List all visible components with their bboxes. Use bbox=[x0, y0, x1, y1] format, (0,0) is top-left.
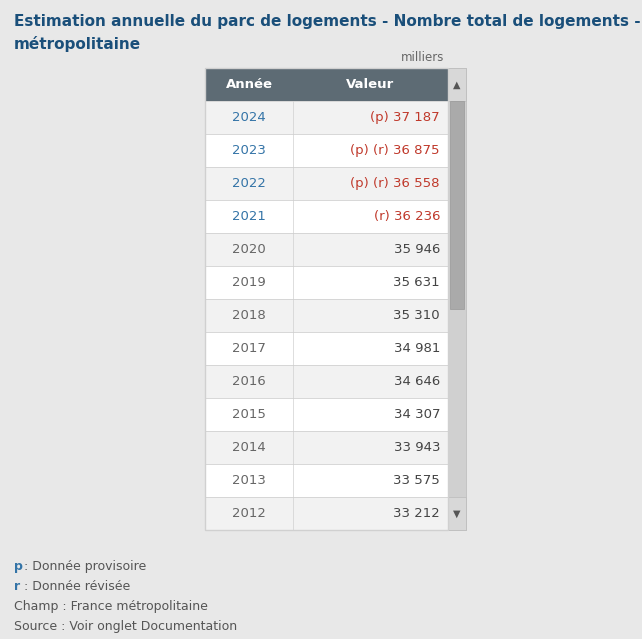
Text: Année: Année bbox=[225, 78, 272, 91]
Bar bbox=[205, 167, 448, 200]
Text: 2017: 2017 bbox=[232, 342, 266, 355]
Text: 34 981: 34 981 bbox=[394, 342, 440, 355]
Text: (p) (r) 36 875: (p) (r) 36 875 bbox=[351, 144, 440, 157]
Text: 35 631: 35 631 bbox=[394, 276, 440, 289]
Text: 2016: 2016 bbox=[232, 375, 266, 388]
Bar bbox=[205, 200, 448, 233]
Text: 35 946: 35 946 bbox=[394, 243, 440, 256]
Text: 2022: 2022 bbox=[232, 177, 266, 190]
Text: p: p bbox=[14, 560, 23, 573]
Text: 2024: 2024 bbox=[232, 111, 266, 124]
Text: 35 310: 35 310 bbox=[394, 309, 440, 322]
Bar bbox=[205, 233, 448, 266]
Text: 34 646: 34 646 bbox=[394, 375, 440, 388]
Bar bbox=[448, 68, 466, 101]
Text: (p) (r) 36 558: (p) (r) 36 558 bbox=[351, 177, 440, 190]
Bar bbox=[450, 101, 464, 309]
Text: ▲: ▲ bbox=[453, 79, 461, 89]
Text: 2019: 2019 bbox=[232, 276, 266, 289]
Text: : Donnée révisée: : Donnée révisée bbox=[24, 580, 130, 593]
Bar bbox=[205, 299, 448, 332]
Text: 34 307: 34 307 bbox=[394, 408, 440, 421]
Text: (r) 36 236: (r) 36 236 bbox=[374, 210, 440, 223]
Text: métropolitaine: métropolitaine bbox=[14, 36, 141, 52]
Text: 2020: 2020 bbox=[232, 243, 266, 256]
Text: 2021: 2021 bbox=[232, 210, 266, 223]
Bar bbox=[205, 365, 448, 398]
Bar bbox=[448, 68, 466, 530]
Text: 2015: 2015 bbox=[232, 408, 266, 421]
Bar bbox=[205, 68, 448, 530]
Text: Estimation annuelle du parc de logements - Nombre total de logements - France: Estimation annuelle du parc de logements… bbox=[14, 14, 642, 29]
Text: 2014: 2014 bbox=[232, 441, 266, 454]
Text: 33 575: 33 575 bbox=[394, 474, 440, 487]
Text: 2023: 2023 bbox=[232, 144, 266, 157]
Bar bbox=[205, 398, 448, 431]
Bar bbox=[205, 101, 448, 134]
Text: 2012: 2012 bbox=[232, 507, 266, 520]
Text: Valeur: Valeur bbox=[347, 78, 395, 91]
Bar bbox=[205, 68, 448, 101]
Bar bbox=[205, 431, 448, 464]
Text: Source : Voir onglet Documentation: Source : Voir onglet Documentation bbox=[14, 620, 237, 633]
Bar bbox=[205, 464, 448, 497]
Text: r: r bbox=[14, 580, 20, 593]
Text: 33 943: 33 943 bbox=[394, 441, 440, 454]
Text: (p) 37 187: (p) 37 187 bbox=[370, 111, 440, 124]
Bar bbox=[205, 332, 448, 365]
Text: milliers: milliers bbox=[401, 51, 444, 64]
Text: 2018: 2018 bbox=[232, 309, 266, 322]
Bar bbox=[205, 497, 448, 530]
Bar bbox=[448, 497, 466, 530]
Text: : Donnée provisoire: : Donnée provisoire bbox=[24, 560, 146, 573]
Text: Champ : France métropolitaine: Champ : France métropolitaine bbox=[14, 600, 208, 613]
Text: 2013: 2013 bbox=[232, 474, 266, 487]
Bar bbox=[205, 134, 448, 167]
Text: ▼: ▼ bbox=[453, 509, 461, 518]
Text: 33 212: 33 212 bbox=[394, 507, 440, 520]
Bar bbox=[205, 266, 448, 299]
